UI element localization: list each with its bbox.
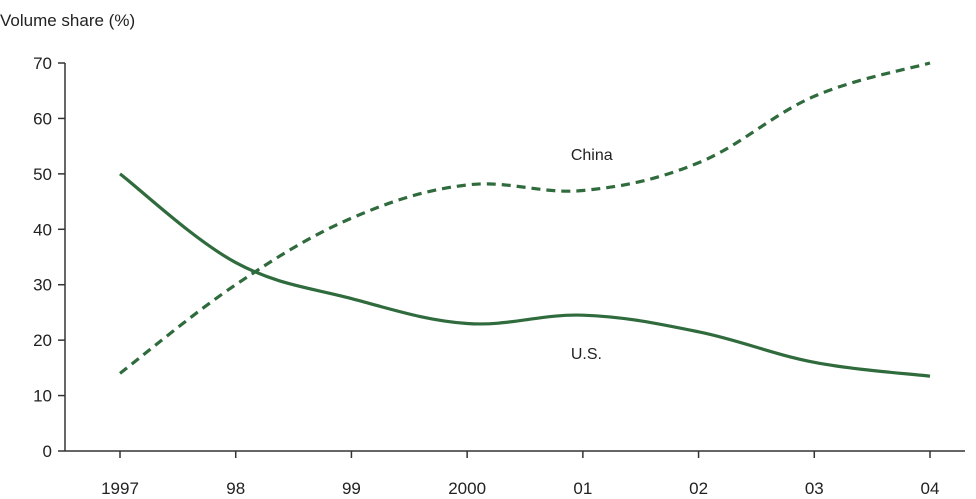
x-tick-label: 99 bbox=[342, 479, 361, 498]
y-tick-label: 0 bbox=[43, 442, 52, 461]
x-tick-label: 1997 bbox=[101, 479, 139, 498]
y-tick-label: 40 bbox=[33, 220, 52, 239]
y-tick-label: 10 bbox=[33, 387, 52, 406]
series-label-u-s: U.S. bbox=[571, 346, 602, 363]
x-tick-label: 02 bbox=[689, 479, 708, 498]
y-tick-label: 60 bbox=[33, 109, 52, 128]
y-tick-label: 70 bbox=[33, 54, 52, 73]
series-labels: China U.S. bbox=[571, 147, 613, 363]
series-label-china: China bbox=[571, 147, 613, 164]
y-axis-title: Volume share (%) bbox=[0, 11, 135, 30]
y-tick-label: 20 bbox=[33, 331, 52, 350]
x-axis-ticks: 1997 98 99 2000 01 02 03 04 bbox=[101, 451, 939, 498]
axes bbox=[64, 63, 965, 452]
x-tick-label: 01 bbox=[573, 479, 592, 498]
y-tick-label: 50 bbox=[33, 165, 52, 184]
x-tick-label: 98 bbox=[226, 479, 245, 498]
series-group bbox=[119, 61, 931, 378]
x-tick-label: 03 bbox=[805, 479, 824, 498]
series-line-u-s bbox=[119, 172, 931, 378]
x-tick-label: 04 bbox=[921, 479, 940, 498]
x-tick-label: 2000 bbox=[448, 479, 486, 498]
series-line-china bbox=[119, 61, 931, 375]
y-tick-label: 30 bbox=[33, 276, 52, 295]
y-axis-ticks: 0 10 20 30 40 50 60 70 bbox=[33, 54, 65, 461]
